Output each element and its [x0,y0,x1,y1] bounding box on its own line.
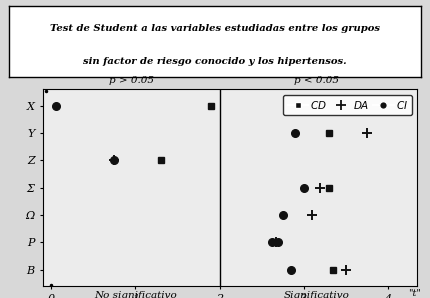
Text: sin factor de riesgo conocido y los hipertensos.: sin factor de riesgo conocido y los hipe… [83,57,347,66]
Text: p < 0.05: p < 0.05 [294,76,339,85]
Text: Significativo: Significativo [283,291,349,298]
Text: Test de Student a las variables estudiadas entre los grupos: Test de Student a las variables estudiad… [50,24,380,33]
Legend: $CD$, $DA$, $CI$: $CD$, $DA$, $CI$ [283,94,412,115]
Text: p > 0.05: p > 0.05 [109,76,154,85]
Text: No significativo: No significativo [94,291,177,298]
Text: "t": "t" [408,289,421,298]
